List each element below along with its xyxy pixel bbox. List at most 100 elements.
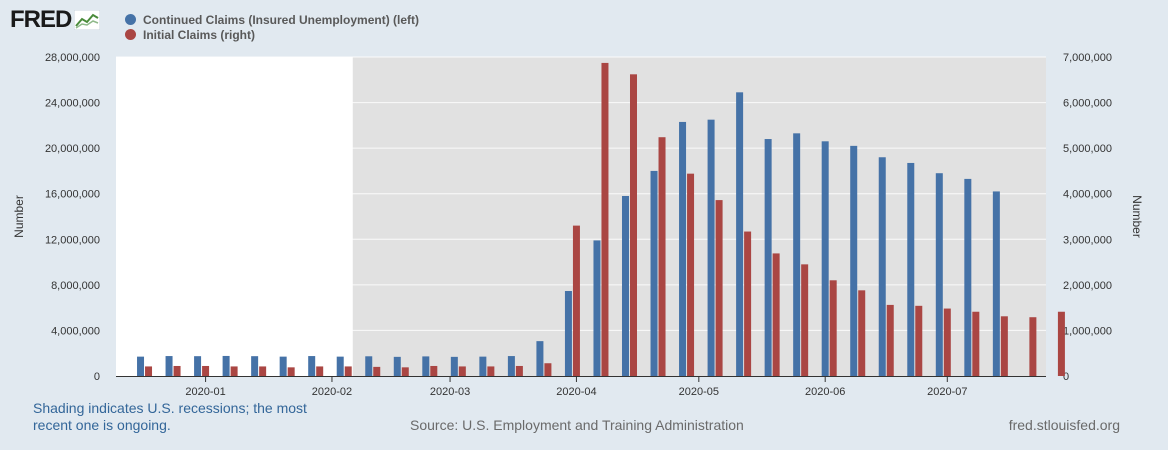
bar-continued-claims	[964, 178, 972, 376]
left-tick-label: 12,000,000	[45, 234, 100, 246]
bar-initial-claims	[544, 363, 552, 376]
bar-continued-claims	[536, 341, 544, 376]
bar-initial-claims	[287, 367, 295, 376]
recession-shading-note: Shading indicates U.S. recessions; the m…	[33, 400, 307, 433]
fred-site-link[interactable]: fred.stlouisfed.org	[1008, 417, 1120, 433]
bar-continued-claims	[279, 356, 287, 376]
bar-continued-claims	[450, 356, 458, 376]
bar-initial-claims	[487, 366, 495, 376]
bar-continued-claims	[222, 355, 230, 376]
bar-initial-claims	[1029, 317, 1037, 376]
bar-continued-claims	[194, 356, 202, 376]
bar-initial-claims	[744, 231, 752, 376]
logo-text: FRED	[10, 6, 72, 33]
bar-initial-claims	[629, 74, 637, 377]
bar-continued-claims	[336, 356, 344, 376]
bar-initial-claims	[886, 304, 894, 376]
bar-initial-claims	[1000, 316, 1008, 376]
bar-continued-claims	[736, 92, 744, 376]
chart-legend: Continued Claims (Insured Unemployment) …	[125, 12, 419, 42]
bar-initial-claims	[202, 365, 210, 376]
bar-initial-claims	[458, 366, 466, 376]
bar-continued-claims	[850, 145, 858, 376]
bar-initial-claims	[344, 366, 352, 376]
bar-continued-claims	[764, 139, 772, 376]
bar-initial-claims	[373, 366, 381, 376]
bar-continued-claims	[422, 356, 430, 376]
right-tick-label: 1,000,000	[1063, 325, 1112, 337]
bar-continued-claims	[137, 356, 145, 376]
claims-chart: 0 0 4,000,000 1,000,000 8,000,000 2,000,000 12…	[12, 52, 1144, 398]
bar-continued-claims	[621, 195, 629, 376]
right-axis-title: Number	[1130, 195, 1144, 238]
bar-continued-claims	[479, 356, 487, 376]
left-tick-label: 24,000,000	[45, 98, 100, 110]
bar-continued-claims	[308, 356, 316, 376]
bar-initial-claims	[572, 225, 580, 376]
legend-label-initial: Initial Claims (right)	[143, 27, 256, 42]
left-tick-label: 4,000,000	[51, 325, 100, 337]
logo-chart-icon	[74, 10, 101, 30]
right-tick-label: 2,000,000	[1063, 280, 1112, 292]
bar-continued-claims	[564, 291, 572, 376]
legend-label-continued: Continued Claims (Insured Unemployment) …	[143, 12, 420, 27]
bar-continued-claims	[650, 170, 658, 376]
bar-initial-claims	[173, 365, 181, 376]
bar-continued-claims	[821, 141, 829, 376]
right-tick-label: 7,000,000	[1063, 52, 1112, 64]
right-tick-label: 6,000,000	[1063, 98, 1112, 110]
bar-continued-claims	[907, 162, 915, 376]
legend-marker-continued-icon	[125, 14, 136, 25]
bar-continued-claims	[679, 121, 687, 376]
bar-initial-claims	[259, 366, 267, 376]
recession-shading	[352, 57, 1046, 376]
bar-initial-claims	[829, 280, 837, 376]
bar-continued-claims	[793, 133, 801, 376]
left-axis-title: Number	[12, 195, 26, 238]
bar-continued-claims	[935, 173, 943, 376]
bar-initial-claims	[316, 366, 324, 376]
bar-continued-claims	[593, 240, 601, 376]
legend-item-continued-claims[interactable]: Continued Claims (Insured Unemployment) …	[125, 12, 419, 27]
left-tick-label: 0	[94, 371, 100, 383]
legend-marker-initial-icon	[125, 29, 136, 40]
right-tick-label: 3,000,000	[1063, 234, 1112, 246]
left-tick-label: 20,000,000	[45, 143, 100, 155]
bar-continued-claims	[365, 356, 373, 376]
bar-initial-claims	[972, 311, 980, 376]
bar-continued-claims	[878, 157, 886, 376]
bar-initial-claims	[601, 62, 609, 376]
x-tick-label: 2020-05	[679, 386, 719, 398]
bar-initial-claims	[230, 366, 238, 376]
right-tick-label: 0	[1063, 371, 1069, 383]
x-tick-label: 2020-07	[927, 386, 967, 398]
right-tick-label: 4,000,000	[1063, 189, 1112, 201]
fred-logo[interactable]: FRED	[10, 6, 101, 33]
bar-initial-claims	[687, 173, 695, 376]
bar-continued-claims	[707, 119, 715, 377]
left-tick-label: 8,000,000	[51, 280, 100, 292]
bar-continued-claims	[251, 356, 259, 376]
bar-initial-claims	[515, 365, 523, 376]
bar-initial-claims	[772, 253, 780, 376]
bar-initial-claims	[915, 305, 923, 376]
x-tick-label: 2020-03	[430, 386, 470, 398]
legend-item-initial-claims[interactable]: Initial Claims (right)	[125, 27, 419, 42]
bar-initial-claims	[145, 366, 153, 376]
bar-initial-claims	[858, 290, 866, 376]
x-tick-label: 2020-04	[556, 386, 596, 398]
bar-continued-claims	[507, 356, 515, 376]
data-source: Source: U.S. Employment and Training Adm…	[410, 417, 744, 433]
bar-initial-claims	[430, 365, 438, 376]
bar-initial-claims	[801, 264, 809, 376]
bar-initial-claims	[401, 367, 409, 376]
left-tick-label: 16,000,000	[45, 189, 100, 201]
bar-initial-claims	[715, 200, 723, 376]
bar-initial-claims	[658, 137, 666, 376]
bar-continued-claims	[393, 356, 401, 376]
x-tick-label: 2020-06	[805, 386, 845, 398]
left-tick-label: 28,000,000	[45, 52, 100, 64]
bar-continued-claims	[992, 191, 1000, 376]
right-tick-label: 5,000,000	[1063, 143, 1112, 155]
x-tick-label: 2020-01	[185, 386, 225, 398]
